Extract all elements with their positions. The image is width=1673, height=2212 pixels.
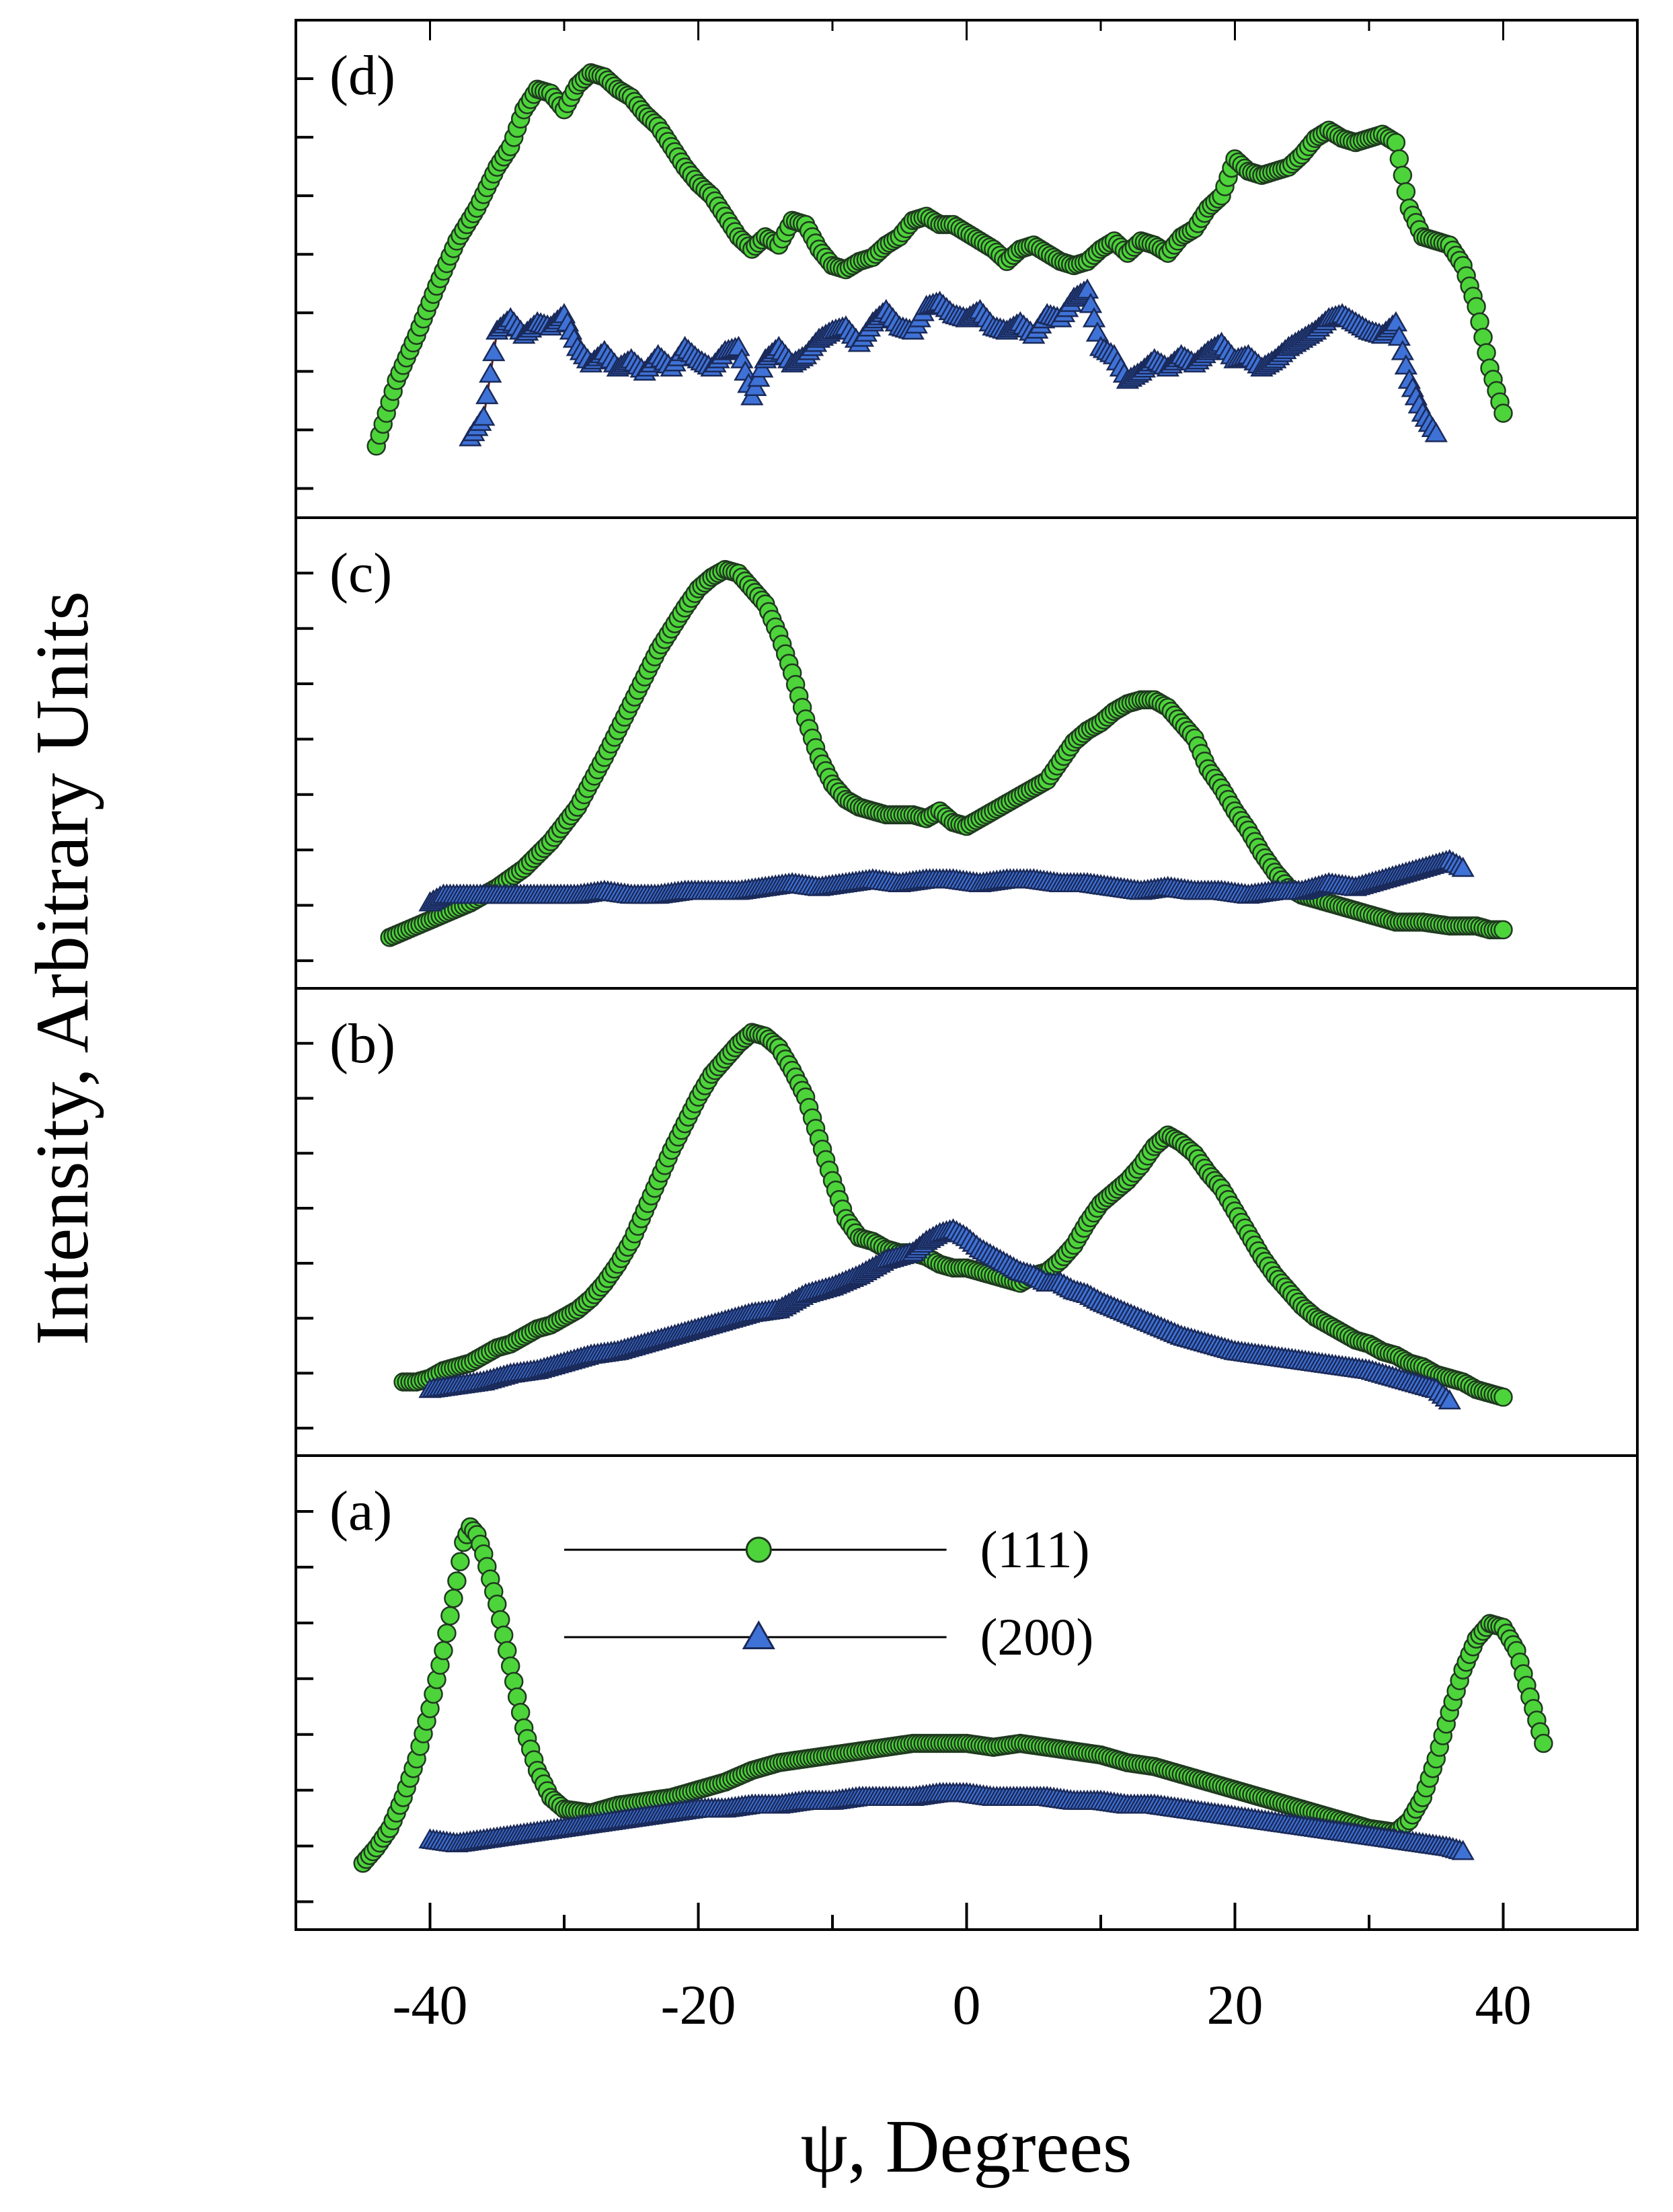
data-point — [472, 405, 496, 426]
data-point — [1493, 1387, 1513, 1407]
panel-a: (a) — [295, 1454, 1639, 1931]
data-point — [447, 1571, 467, 1591]
legend-marker — [742, 1620, 775, 1649]
data-point — [437, 1623, 457, 1643]
x-tick-label: 40 — [1475, 1974, 1532, 2037]
series-line — [403, 1031, 1504, 1398]
data-point — [1391, 340, 1415, 360]
data-point — [500, 1656, 520, 1676]
y-axis-title: Intensity, Arbitrary Units — [21, 591, 104, 1345]
data-point — [490, 1610, 510, 1630]
panel-label: (b) — [329, 1013, 395, 1075]
panel-b: (b) — [295, 987, 1639, 1457]
series-line — [362, 1525, 1545, 1864]
series-200 — [459, 278, 1448, 446]
data-point — [510, 1702, 531, 1723]
data-point — [1396, 182, 1416, 202]
data-point — [475, 384, 499, 405]
data-point — [1534, 1733, 1553, 1753]
data-point — [1493, 920, 1513, 940]
x-axis-title: ψ, Degrees — [800, 2105, 1132, 2188]
series-200 — [418, 1782, 1475, 1860]
series-111 — [380, 559, 1513, 947]
data-point — [488, 1594, 507, 1614]
data-point — [1394, 354, 1418, 374]
data-point — [440, 1606, 460, 1626]
legend-label: (200) — [980, 1608, 1093, 1666]
data-point — [1386, 132, 1406, 153]
data-point — [1384, 311, 1408, 331]
legend-marker — [745, 1536, 772, 1563]
panel-c: (c) — [295, 516, 1639, 990]
data-point — [494, 1625, 514, 1645]
data-point — [434, 1641, 453, 1661]
data-point — [1467, 297, 1486, 317]
panel-d: (d) — [295, 19, 1639, 519]
panel-label: (d) — [329, 44, 395, 107]
series-111 — [353, 1517, 1553, 1873]
x-tick-label: -20 — [661, 1974, 736, 2037]
data-point — [497, 1641, 517, 1661]
data-point — [479, 362, 502, 383]
panel-frame — [295, 1454, 1639, 1931]
panel-label: (c) — [329, 542, 392, 604]
data-point — [1393, 165, 1413, 186]
x-tick-label: -40 — [393, 1974, 468, 2037]
series-200 — [418, 1218, 1461, 1410]
series-111 — [366, 63, 1513, 456]
data-point — [1451, 857, 1475, 877]
legend-label: (111) — [980, 1520, 1089, 1579]
data-point — [451, 1552, 470, 1571]
x-tick-label: 20 — [1207, 1974, 1263, 2037]
data-point — [507, 1687, 527, 1707]
data-point — [1424, 422, 1448, 442]
data-point — [1079, 292, 1103, 313]
panels-layer: (d) (c) (b) (a) — [295, 19, 1639, 1931]
data-point — [1477, 343, 1496, 362]
data-point — [1473, 327, 1493, 347]
data-point — [1075, 278, 1099, 299]
data-point — [1082, 307, 1106, 327]
data-point — [504, 1671, 524, 1692]
data-point — [444, 1589, 463, 1608]
data-point — [482, 341, 506, 362]
data-point — [1451, 1840, 1475, 1860]
x-axis: -40 -20 0 20 40 — [295, 20, 1639, 2037]
data-point — [1389, 149, 1409, 169]
data-point — [1438, 1389, 1461, 1410]
panel-frame — [295, 19, 1639, 519]
data-point — [1085, 321, 1110, 342]
data-point — [1387, 325, 1411, 346]
x-tick-label: 0 — [953, 1974, 981, 2037]
panel-label: (a) — [329, 1480, 392, 1542]
series-200 — [418, 848, 1475, 912]
data-point — [1470, 312, 1489, 332]
legend: (111) (200) — [564, 1520, 1093, 1666]
data-point — [1493, 403, 1513, 423]
series-111 — [393, 1023, 1513, 1407]
